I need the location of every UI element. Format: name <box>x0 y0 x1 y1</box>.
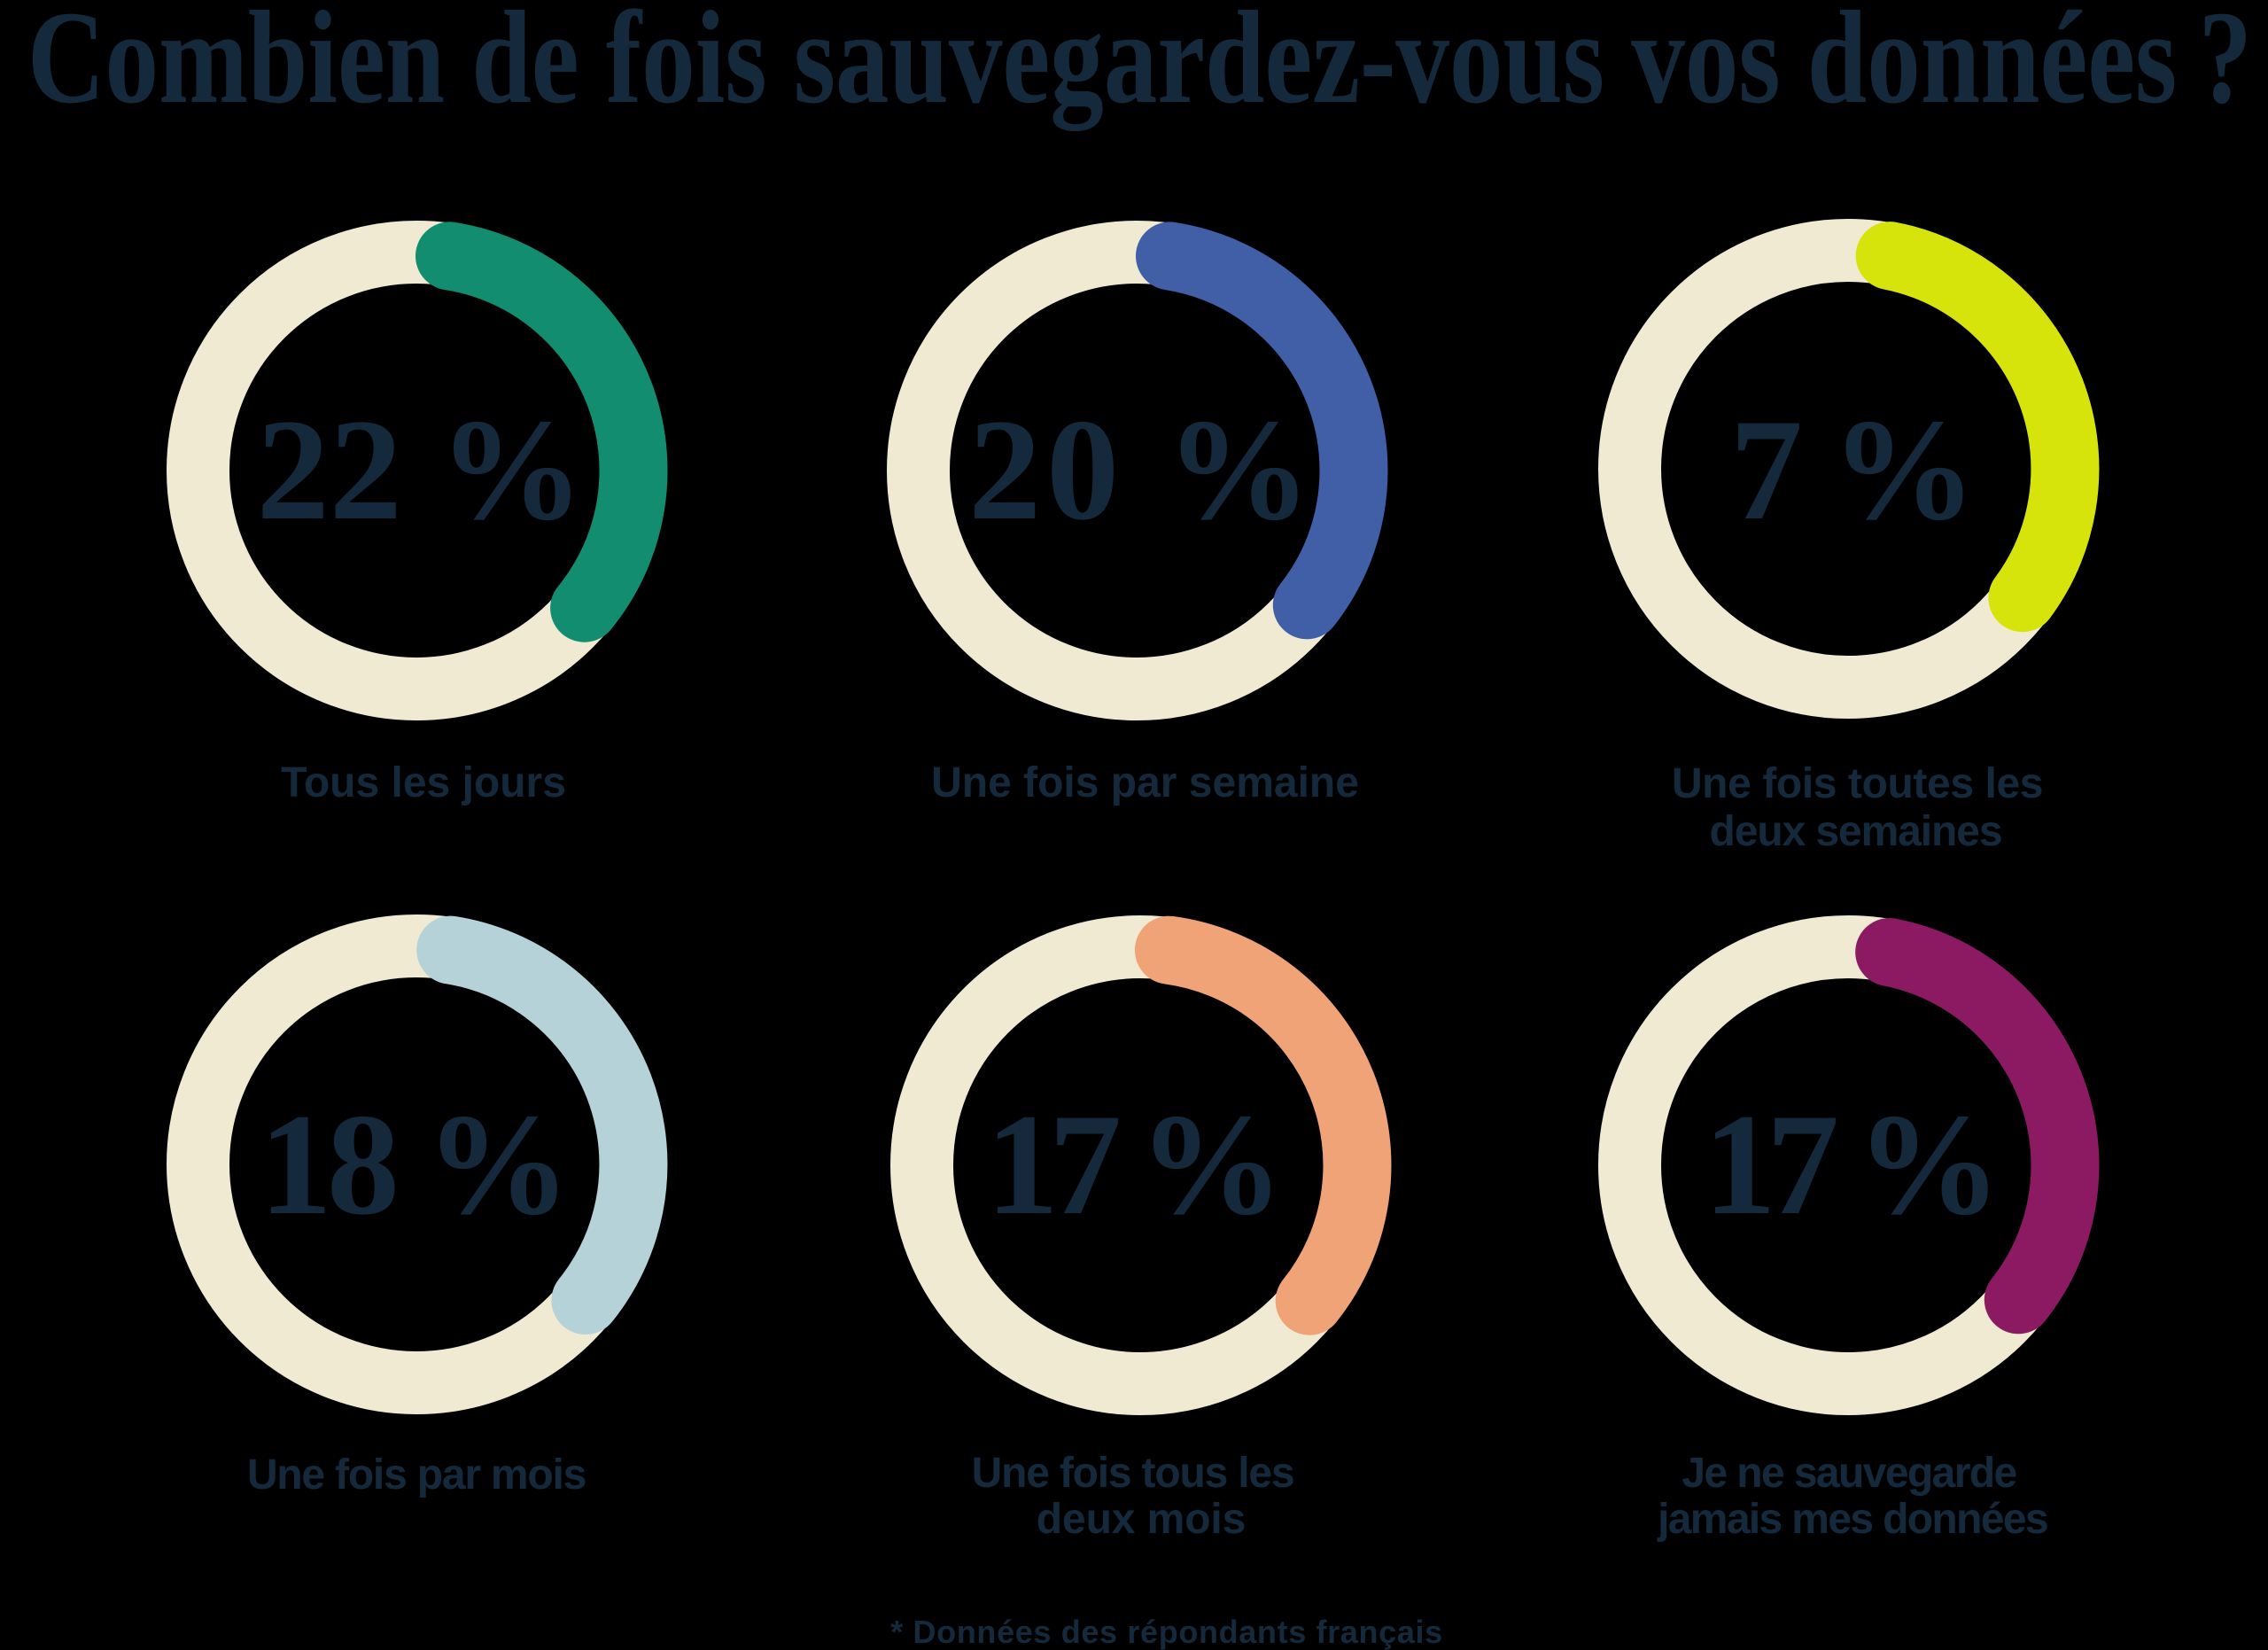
svg-text:20 %: 20 % <box>968 390 1317 550</box>
svg-text:deux semaines: deux semaines <box>1710 808 2002 855</box>
svg-text:17 %: 17 % <box>1704 1085 1992 1245</box>
svg-text:deux mois: deux mois <box>1037 1496 1247 1543</box>
svg-text:18 %: 18 % <box>260 1085 565 1245</box>
svg-text:Une fois tous les: Une fois tous les <box>972 1450 1294 1497</box>
svg-text:Tous les jours: Tous les jours <box>281 759 566 806</box>
svg-text:Une fois par semaine: Une fois par semaine <box>931 759 1359 806</box>
svg-text:7 %: 7 % <box>1730 390 1973 550</box>
svg-text:Je ne sauvegarde: Je ne sauvegarde <box>1682 1450 2016 1497</box>
svg-text:22 %: 22 % <box>257 390 585 550</box>
svg-text:jamais mes données: jamais mes données <box>1657 1496 2047 1543</box>
svg-text:* Données des répondants franç: * Données des répondants français <box>890 1614 1443 1650</box>
svg-text:Combien de fois sauvegardez-vo: Combien de fois sauvegardez-vous vos don… <box>27 0 2252 131</box>
svg-text:Une fois par mois: Une fois par mois <box>247 1452 586 1498</box>
svg-text:Une fois toutes les: Une fois toutes les <box>1672 760 2043 807</box>
svg-text:17 %: 17 % <box>986 1085 1274 1245</box>
